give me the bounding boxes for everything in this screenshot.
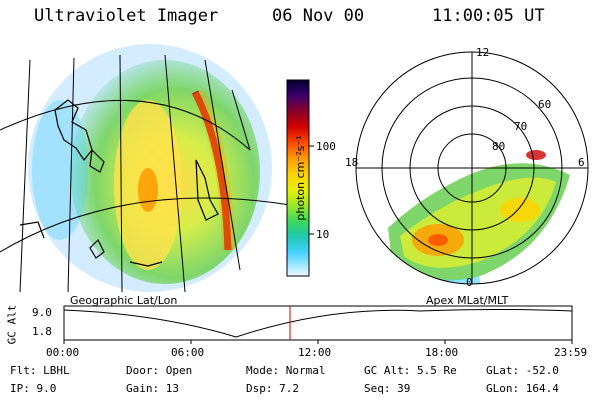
mlt-label-12: 12 [476,46,490,59]
mlt-label-6: 6 [578,156,585,169]
alt-xtick-0600: 06:00 [171,346,205,359]
status-glat-value: -52.0 [525,364,559,377]
status-mode-label: Mode: [246,364,280,377]
status-glat-label: GLat: [486,364,520,377]
status-gain: Gain: 13 [126,382,179,395]
status-door-label: Door: [126,364,160,377]
geo-panel [0,44,291,293]
colorbar-tick-100: 100 [316,140,336,153]
alt-xtick-0000: 00:00 [46,346,80,359]
polar-panel-caption: Apex MLat/MLT [426,294,509,307]
status-mode-value: Normal [285,364,326,377]
lat-label-80: 80 [492,140,506,153]
status-door: Door: Open [126,364,192,377]
status-glon-value: 164.4 [525,382,559,395]
status-filter-label: Flt: [10,364,37,377]
status-ip-value: 9.0 [36,382,57,395]
lat-label-60: 60 [538,98,552,111]
status-seq-value: 39 [397,382,411,395]
status-seq: Seq: 39 [364,382,410,395]
status-gain-value: 13 [165,382,179,395]
status-gain-label: Gain: [126,382,160,395]
geo-panel-caption: Geographic Lat/Lon [70,294,178,307]
polar-panel [355,51,589,285]
status-gc-alt-value: 5.5 Re [416,364,457,377]
status-mode: Mode: Normal [246,364,326,377]
status-door-value: Open [165,364,193,377]
alt-ytick-1_8: 1.8 [32,325,52,338]
status-filter-value: LBHL [43,364,70,377]
lat-label-70: 70 [514,120,528,133]
colorbar [286,79,314,277]
alt-xtick-1800: 18:00 [425,346,459,359]
time-label: 11:00:05 UT [432,6,545,26]
alt-xtick-2359: 23:59 [554,346,588,359]
status-gc-alt-label: GC Alt: [364,364,411,377]
status-seq-label: Seq: [364,382,391,395]
status-glat: GLat: -52.0 [486,364,559,377]
status-glon: GLon: 164.4 [486,382,559,395]
status-filter: Flt: LBHL [10,364,70,377]
status-dsp-label: Dsp: [246,382,273,395]
date-label: 06 Nov 00 [272,6,365,26]
status-dsp-value: 7.2 [279,382,299,395]
status-ip: IP: 9.0 [10,382,56,395]
status-ip-label: IP: [10,382,30,395]
mlt-label-18: 18 [345,156,359,169]
alt-xtick-1200: 12:00 [298,346,332,359]
alt-ytick-9: 9.0 [32,306,52,319]
alt-ylabel: GC Alt [5,304,19,345]
colorbar-tick-10: 10 [316,228,330,241]
status-gc-alt: GC Alt: 5.5 Re [364,364,457,377]
colorbar-label: photon cm⁻²s⁻¹ [294,135,308,221]
status-dsp: Dsp: 7.2 [246,382,299,395]
status-glon-label: GLon: [486,382,520,395]
app-title: Ultraviolet Imager [34,6,219,26]
altitude-plot [63,305,573,344]
mlt-label-0: 0 [466,276,473,289]
